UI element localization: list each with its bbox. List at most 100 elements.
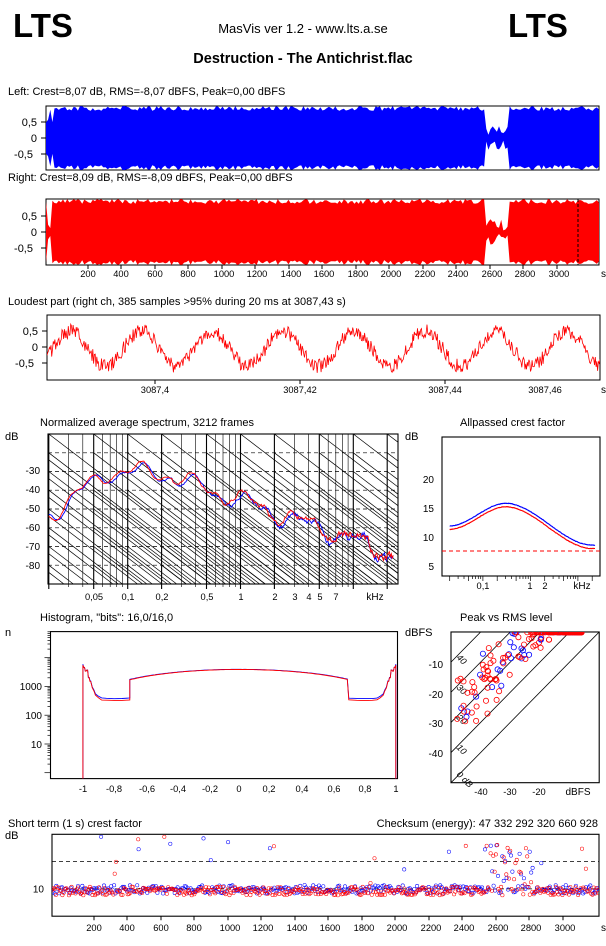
svg-text:200: 200 <box>86 923 102 933</box>
svg-text:Histogram, "bits": 16,0/16,0: Histogram, "bits": 16,0/16,0 <box>40 612 173 624</box>
svg-text:-0,2: -0,2 <box>202 784 218 794</box>
svg-text:100: 100 <box>25 711 42 722</box>
svg-text:3087,4: 3087,4 <box>141 385 169 395</box>
svg-text:3: 3 <box>292 592 297 602</box>
svg-text:-10: -10 <box>429 660 444 671</box>
svg-text:0,5: 0,5 <box>23 326 38 338</box>
svg-text:1000: 1000 <box>214 269 235 279</box>
svg-text:3087,42: 3087,42 <box>283 385 317 395</box>
svg-text:s: s <box>601 269 606 280</box>
svg-text:1000: 1000 <box>220 923 241 933</box>
svg-text:200: 200 <box>80 269 96 279</box>
svg-text:0: 0 <box>32 342 38 354</box>
svg-text:3087,44: 3087,44 <box>428 385 462 395</box>
svg-text:0: 0 <box>236 784 241 794</box>
svg-text:1200: 1200 <box>253 923 274 933</box>
svg-text:1: 1 <box>527 581 532 591</box>
svg-text:-40: -40 <box>474 787 487 797</box>
svg-text:1800: 1800 <box>354 923 375 933</box>
svg-text:0: 0 <box>31 133 37 145</box>
svg-text:-30: -30 <box>26 466 41 477</box>
svg-text:-0,5: -0,5 <box>14 243 33 255</box>
svg-text:-70: -70 <box>26 542 41 553</box>
svg-text:2000: 2000 <box>387 923 408 933</box>
svg-text:4: 4 <box>306 592 311 602</box>
svg-text:10: 10 <box>31 740 43 751</box>
svg-text:0,8: 0,8 <box>359 784 372 794</box>
svg-text:0,5: 0,5 <box>22 211 37 223</box>
svg-text:1600: 1600 <box>320 923 341 933</box>
svg-text:Left: Crest=8,07 dB, RMS=-8,07: Left: Crest=8,07 dB, RMS=-8,07 dBFS, Pea… <box>8 86 285 98</box>
svg-text:2600: 2600 <box>488 923 509 933</box>
svg-text:-60: -60 <box>26 523 41 534</box>
svg-text:800: 800 <box>180 269 196 279</box>
svg-text:0,2: 0,2 <box>156 592 169 602</box>
svg-text:-0,6: -0,6 <box>139 784 155 794</box>
svg-text:-40: -40 <box>429 749 444 760</box>
svg-text:LTS: LTS <box>508 7 568 44</box>
svg-text:600: 600 <box>153 923 169 933</box>
svg-text:Destruction - The Antichrist.f: Destruction - The Antichrist.flac <box>193 51 412 67</box>
svg-text:dB: dB <box>405 431 418 443</box>
svg-text:1400: 1400 <box>281 269 302 279</box>
svg-text:5: 5 <box>428 562 434 573</box>
svg-text:-50: -50 <box>26 504 41 515</box>
svg-text:2800: 2800 <box>521 923 542 933</box>
svg-text:dBFS: dBFS <box>565 787 590 798</box>
svg-text:0,5: 0,5 <box>22 117 37 129</box>
svg-text:3087,46: 3087,46 <box>528 385 562 395</box>
svg-text:0,6: 0,6 <box>328 784 341 794</box>
svg-text:-20: -20 <box>532 787 545 797</box>
svg-text:0,05: 0,05 <box>85 592 103 602</box>
svg-text:dBFS: dBFS <box>405 627 433 639</box>
svg-text:Short term (1 s) crest factor: Short term (1 s) crest factor <box>8 818 142 830</box>
svg-text:2200: 2200 <box>415 269 436 279</box>
svg-text:2200: 2200 <box>421 923 442 933</box>
svg-text:-30: -30 <box>503 787 516 797</box>
svg-text:2: 2 <box>542 581 547 591</box>
svg-text:LTS: LTS <box>13 7 73 44</box>
svg-text:1800: 1800 <box>348 269 369 279</box>
svg-text:1: 1 <box>393 784 398 794</box>
svg-text:2: 2 <box>272 592 277 602</box>
svg-text:-20: -20 <box>429 690 444 701</box>
svg-text:5: 5 <box>317 592 322 602</box>
svg-text:dB: dB <box>5 431 18 443</box>
svg-text:Checksum (energy): 47 332 292: Checksum (energy): 47 332 292 320 660 92… <box>377 818 598 830</box>
svg-text:Peak vs RMS level: Peak vs RMS level <box>460 612 552 624</box>
svg-text:0,4: 0,4 <box>296 784 309 794</box>
svg-text:-40: -40 <box>26 485 41 496</box>
svg-text:Normalized average spectrum, 3: Normalized average spectrum, 3212 frames <box>40 417 254 429</box>
svg-text:Right: Crest=8,09 dB, RMS=-8,0: Right: Crest=8,09 dB, RMS=-8,09 dBFS, Pe… <box>8 172 293 184</box>
svg-text:20: 20 <box>423 475 435 486</box>
svg-text:-30: -30 <box>429 719 444 730</box>
svg-text:s: s <box>601 923 606 934</box>
svg-text:dB: dB <box>5 830 18 842</box>
svg-text:0: 0 <box>31 227 37 239</box>
svg-text:1400: 1400 <box>287 923 308 933</box>
svg-text:600: 600 <box>147 269 163 279</box>
svg-text:1: 1 <box>238 592 243 602</box>
svg-text:1000: 1000 <box>20 682 43 693</box>
svg-text:-0,4: -0,4 <box>170 784 186 794</box>
svg-text:10: 10 <box>33 885 45 896</box>
svg-text:3000: 3000 <box>549 269 570 279</box>
svg-text:-0,8: -0,8 <box>106 784 122 794</box>
svg-text:800: 800 <box>186 923 202 933</box>
svg-text:0,1: 0,1 <box>477 581 490 591</box>
svg-text:400: 400 <box>113 269 129 279</box>
svg-text:1600: 1600 <box>314 269 335 279</box>
svg-text:0,5: 0,5 <box>201 592 214 602</box>
svg-text:s: s <box>601 385 606 396</box>
svg-text:7: 7 <box>333 592 338 602</box>
svg-text:2400: 2400 <box>454 923 475 933</box>
svg-text:2400: 2400 <box>448 269 469 279</box>
svg-text:3000: 3000 <box>555 923 576 933</box>
svg-text:Loudest part (right ch, 385 sa: Loudest part (right ch, 385 samples >95%… <box>8 296 346 308</box>
svg-text:2600: 2600 <box>482 269 503 279</box>
svg-text:15: 15 <box>423 504 435 515</box>
svg-text:2800: 2800 <box>515 269 536 279</box>
svg-text:10: 10 <box>423 533 435 544</box>
svg-text:0,2: 0,2 <box>263 784 276 794</box>
svg-text:MasVis ver 1.2 - www.lts.a.se: MasVis ver 1.2 - www.lts.a.se <box>218 21 388 36</box>
